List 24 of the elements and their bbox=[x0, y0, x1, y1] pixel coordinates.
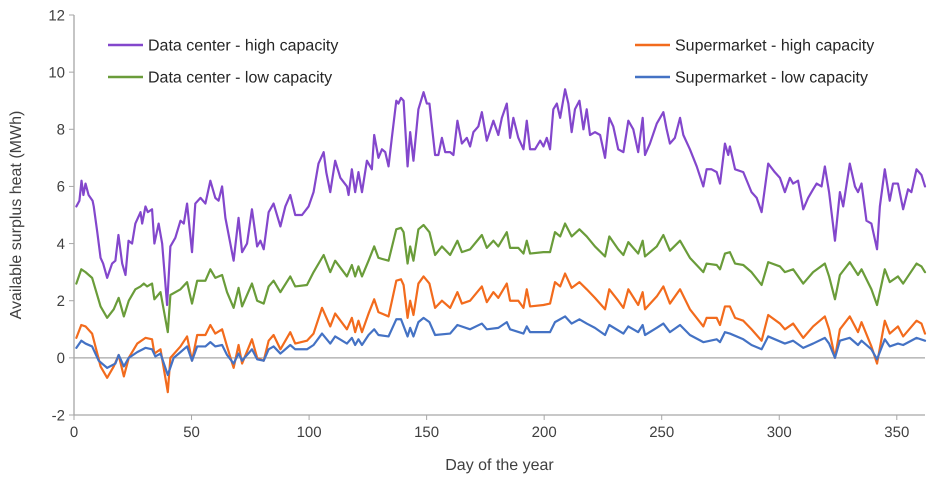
legend-label: Data center - high capacity bbox=[148, 38, 338, 55]
x-tick-label: 0 bbox=[70, 424, 78, 441]
legend-label: Data center - low capacity bbox=[148, 70, 332, 87]
y-tick-label: 0 bbox=[56, 350, 65, 368]
line-series bbox=[75, 88, 926, 306]
line-series bbox=[75, 222, 926, 334]
y-axis-title: Available surplus heat (MWh) bbox=[8, 110, 25, 320]
x-tick-label: 150 bbox=[414, 424, 440, 441]
legend-label: Supermarket - high capacity bbox=[675, 38, 874, 55]
x-tick-label: 50 bbox=[183, 424, 200, 441]
x-axis-title: Day of the year bbox=[445, 457, 554, 474]
legend-label: Supermarket - low capacity bbox=[675, 70, 868, 87]
y-tick-label: 10 bbox=[48, 64, 65, 82]
y-tick-label: 12 bbox=[48, 7, 65, 24]
y-tick-label: 2 bbox=[56, 292, 65, 310]
x-tick-label: 300 bbox=[766, 424, 792, 441]
x-tick-label: 250 bbox=[649, 424, 674, 441]
y-tick-label: 4 bbox=[56, 236, 65, 253]
x-tick-label: 350 bbox=[884, 424, 910, 441]
x-tick-label: 200 bbox=[532, 424, 557, 441]
y-tick-label: 6 bbox=[56, 178, 65, 196]
y-tick-label: -2 bbox=[52, 407, 65, 424]
y-tick-label: 8 bbox=[56, 122, 65, 139]
x-tick-label: 100 bbox=[296, 424, 322, 441]
